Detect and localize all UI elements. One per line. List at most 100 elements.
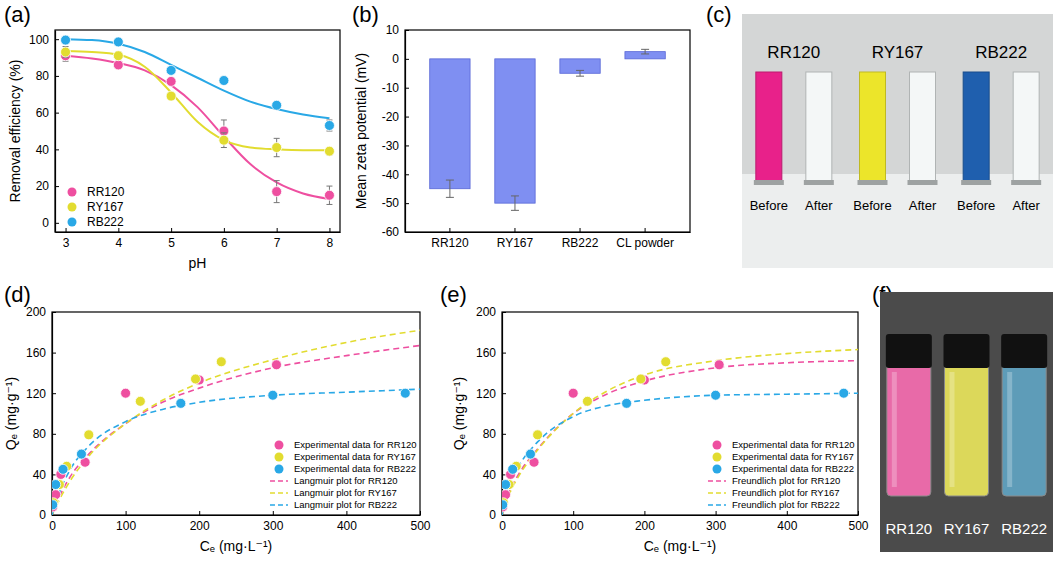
legend-label: Langmuir plot for RR120 (294, 475, 398, 486)
tick-mark (329, 228, 330, 232)
caption: Before (957, 198, 995, 213)
axis-line (55, 31, 56, 233)
vial-highlight (1007, 372, 1012, 487)
panel-letter: (d) (4, 282, 31, 307)
tick-mark (55, 76, 59, 77)
tick-mark (405, 30, 409, 31)
tick-label: 160 (26, 346, 46, 360)
legend-symbol (274, 453, 283, 462)
tick-mark (716, 511, 717, 515)
legend-symbol (68, 218, 77, 227)
tick-mark (502, 515, 506, 516)
error-bar-part (576, 70, 584, 71)
data-point (502, 500, 508, 510)
tick: 160 (26, 346, 56, 360)
sample-label: RY167 (872, 43, 924, 62)
data-point (61, 47, 71, 57)
data-point (400, 388, 410, 398)
figure: (a)345678020406080100pHRemoval efficienc… (0, 0, 1058, 562)
error-bar (576, 70, 584, 76)
tick-label: 7 (274, 236, 281, 250)
tick-mark (55, 149, 59, 150)
x-axis: 345678 (56, 228, 341, 250)
data-point (502, 480, 511, 490)
tick-label: 80 (36, 69, 50, 83)
tick-mark (52, 515, 56, 516)
cuvette-after (806, 72, 832, 182)
data-point (622, 398, 632, 408)
data-point (58, 464, 68, 474)
panel-letter: (b) (352, 2, 379, 27)
data-point (324, 146, 334, 156)
data-point (533, 430, 543, 440)
y-axis: 04080120160200 (476, 305, 506, 522)
vial-body (945, 364, 989, 496)
tick-label: RB222 (562, 236, 599, 250)
tick-mark (644, 511, 645, 515)
error-bar-part (576, 76, 584, 77)
tick-label: RY167 (497, 236, 534, 250)
tick: 80 (33, 427, 56, 441)
error-bar (641, 49, 649, 54)
legend-item: Langmuir plot for RR120 (270, 475, 398, 486)
error-bar-part (641, 53, 649, 54)
legend-item: RY167 (68, 200, 124, 214)
legend-item: Experimental data for RB222 (712, 463, 853, 474)
sample-label: RB222 (1001, 520, 1047, 537)
tick-label: 80 (33, 427, 47, 441)
x-axis: 0100200300400500 (49, 511, 431, 533)
y-axis: 04080120160200 (26, 305, 56, 522)
tick-mark (405, 232, 409, 233)
error-bar-part (326, 186, 332, 187)
legend-label: RR120 (87, 185, 125, 199)
photo-background (742, 14, 1053, 268)
tick: -50 (382, 196, 409, 210)
caption: After (805, 198, 833, 213)
data-point (121, 388, 131, 398)
tick-label: -60 (382, 225, 400, 239)
data-point (636, 374, 646, 384)
tick-mark (52, 353, 56, 354)
plot-frame (55, 30, 340, 232)
photo-background (880, 292, 1053, 552)
tick-label: RR120 (431, 236, 469, 250)
data-point (113, 60, 123, 70)
fit-line (52, 389, 420, 515)
tick-label: 300 (706, 519, 726, 533)
tick-label: 200 (26, 305, 46, 319)
data-point (582, 396, 592, 406)
caption: Before (853, 198, 891, 213)
data-point (113, 37, 123, 47)
tick: 0 (42, 216, 59, 230)
bench (742, 174, 1053, 268)
tick-label: 0 (42, 216, 49, 230)
legend-label: Experimental data for RY167 (294, 451, 416, 462)
tick-mark (52, 474, 56, 475)
error-bar-part (274, 202, 280, 203)
tick-label: 120 (26, 387, 46, 401)
legend-item: RR120 (68, 185, 125, 199)
legend-item: Freundlich plot for RY167 (708, 487, 840, 498)
tick-label: 120 (476, 387, 496, 401)
tick: 6 (221, 228, 228, 250)
tick-label: 100 (564, 519, 584, 533)
tick: 3 (63, 228, 70, 250)
legend: Experimental data for RR120Experimental … (708, 439, 855, 510)
tick: 60 (36, 106, 59, 120)
tick: 10 (386, 23, 409, 37)
data-point (166, 91, 176, 101)
legend-label: Langmuir plot for RY167 (294, 487, 397, 498)
tick-label: -30 (382, 139, 400, 153)
tick-label: 100 (29, 33, 49, 47)
error-bar-part (221, 119, 227, 120)
legend-label: Freundlich plot for RY167 (732, 487, 840, 498)
y-axis: 020406080100 (29, 31, 59, 233)
legend-symbol (68, 203, 77, 212)
cuvette-before (963, 72, 989, 182)
tick: 100 (29, 33, 59, 47)
tick-label: 0 (489, 508, 496, 522)
tick-label: 6 (221, 236, 228, 250)
x-axis-title: pH (189, 255, 207, 271)
tick-mark (224, 228, 225, 232)
tick-mark (66, 228, 67, 232)
